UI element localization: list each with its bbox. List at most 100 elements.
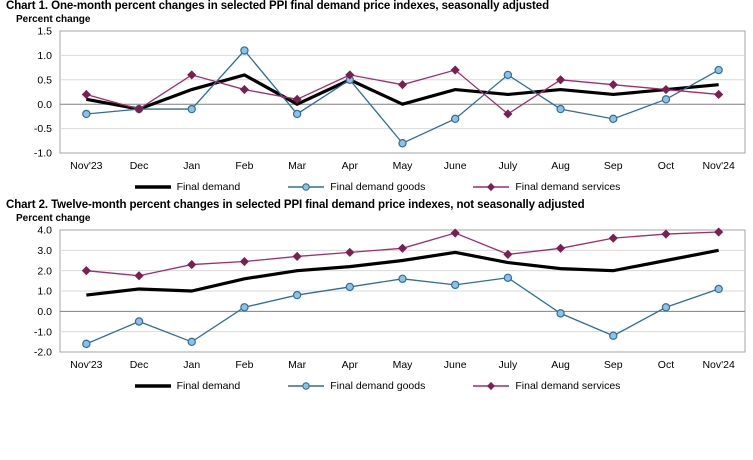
data-point-marker [397,243,408,253]
x-tick-label: Aug [551,160,570,172]
data-point-marker [397,80,408,90]
y-tick-label: 0.5 [37,74,52,86]
data-point-marker [292,94,302,104]
x-tick-label: June [444,160,467,172]
legend-item-final-demand-2: Final demand [133,379,241,392]
legend-label-final-demand-goods: Final demand goods [330,180,426,193]
data-point-marker [556,75,566,85]
data-point-marker [609,331,618,340]
legend-swatch-final-demand-services-2 [473,381,510,391]
legend-label-final-demand-goods-2: Final demand goods [330,379,426,392]
x-tick-label: Feb [235,359,253,371]
data-point-marker [661,303,671,312]
data-point-marker [556,104,565,114]
data-point-marker [292,109,302,119]
x-tick-label: Feb [235,160,253,172]
data-point-marker [503,273,513,282]
legend-item-final-demand-services: Final demand services [471,181,620,193]
y-tick-label: 3.0 [37,245,52,257]
chart-1-plot-area: 1.5 1.0 0.5 0.0 -0.5 -1.0 Nov'23 Dec Jan Feb Mar Ap… [0,25,753,180]
data-point-marker [292,290,302,300]
data-point-marker [239,256,249,267]
data-point-marker [608,80,618,90]
y-tick-label: 1.5 [37,26,52,38]
data-point-marker [134,104,144,114]
data-point-marker [556,243,566,253]
y-tick-label: 0.0 [37,99,52,111]
y-tick-label: 1.0 [37,50,52,62]
data-point-marker [450,65,460,75]
data-point-marker [187,70,197,80]
x-tick-label: Dec [130,359,149,371]
x-tick-label: Apr [342,359,359,371]
y-tick-label: -0.5 [34,123,52,135]
data-point-marker [134,317,144,326]
x-tick-label: Oct [658,160,674,172]
x-tick-label: Sep [604,160,623,172]
data-point-marker [345,70,355,80]
data-point-marker [661,84,671,95]
data-point-marker [398,274,407,284]
x-tick-label: Dec [130,160,149,172]
x-tick-label: Nov'24 [702,359,735,371]
y-tick-label: -1.0 [34,326,52,338]
y-tick-label: 0.0 [37,306,52,318]
data-point-marker [345,282,355,292]
data-point-marker [503,70,513,80]
data-point-marker [714,89,724,100]
legend-swatch-final-demand-services [473,182,510,192]
x-tick-label: June [444,359,467,371]
legend-item-final-demand: Final demand [133,181,240,193]
data-point-marker [187,104,196,114]
chart-1-block: Chart 1. One-month percent changes in se… [0,0,753,193]
legend-label-final-demand-services: Final demand services [515,180,621,193]
data-point-marker [398,139,407,148]
x-tick-label: Oct [658,359,674,371]
data-point-marker [450,114,460,124]
data-point-marker [450,228,460,238]
legend-label-final-demand-2: Final demand [176,379,241,392]
data-point-marker [239,84,249,95]
chart-2-legend: Final demand Final demand goods Final de… [0,380,753,392]
data-point-marker [81,266,91,276]
data-point-marker [134,271,144,281]
x-tick-label: Nov'24 [702,160,735,172]
legend-item-final-demand-goods: Final demand goods [286,181,425,193]
y-tick-label: -2.0 [34,347,52,359]
x-tick-label: July [499,160,518,172]
legend-swatch-final-demand-2 [134,384,171,388]
x-tick-label: Jan [183,160,200,172]
x-tick-label: July [499,359,518,371]
x-tick-label: May [393,359,414,371]
data-point-marker [345,247,355,257]
chart-1-legend: Final demand Final demand goods Final de… [0,181,753,193]
data-point-marker [450,280,460,290]
legend-swatch-final-demand-goods [288,183,325,191]
chart-1-svg: 1.5 1.0 0.5 0.0 -0.5 -1.0 Nov'23 Dec Jan Feb Mar Ap… [34,26,746,172]
y-tick-label: -1.0 [34,148,52,160]
data-point-marker [187,260,197,270]
data-point-marker [714,65,723,75]
chart-1-axis-unit-label: Percent change [16,14,91,25]
chart-1-title: Chart 1. One-month percent changes in se… [6,0,550,12]
y-tick-label: 1.0 [37,286,52,298]
data-point-marker [661,95,671,104]
series-line-final-demand [86,248,719,297]
data-point-marker [240,303,249,312]
x-tick-label: Aug [551,359,570,371]
legend-item-final-demand-goods-2: Final demand goods [286,380,425,392]
legend-item-final-demand-services-2: Final demand services [471,380,620,392]
x-tick-label: Nov'23 [70,160,103,172]
data-point-marker [661,229,671,239]
chart-2-block: Chart 2. Twelve-month percent changes in… [0,199,753,392]
data-point-marker [292,251,302,261]
legend-label-final-demand-services-2: Final demand services [515,379,621,392]
data-point-marker [714,227,724,237]
legend-swatch-final-demand-goods-2 [288,382,325,390]
data-point-marker [240,46,249,55]
x-tick-label: Jan [183,359,200,371]
data-point-marker [556,309,565,318]
x-tick-label: Apr [342,160,359,172]
chart-2-axis-unit-label: Percent change [16,213,91,224]
data-point-marker [82,339,91,349]
